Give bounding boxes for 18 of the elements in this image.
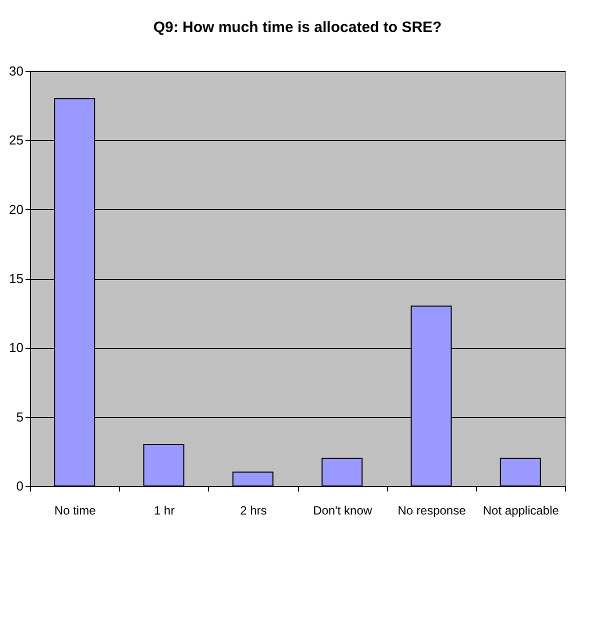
bar [143, 444, 184, 486]
x-tick-label: 1 hr [154, 504, 175, 518]
chart-title: Q9: How much time is allocated to SRE? [153, 19, 442, 36]
y-tick-label: 5 [16, 409, 24, 424]
x-tick-label: Not applicable [482, 504, 560, 518]
y-tick-label: 25 [9, 132, 24, 148]
y-tick-label: 20 [9, 202, 24, 217]
y-tick-label: 0 [16, 478, 24, 494]
x-tick-label: No response [398, 504, 466, 518]
bar [322, 458, 363, 486]
x-tick-label: Don't know [313, 504, 372, 518]
bar [500, 458, 541, 486]
y-tick-label: 15 [9, 271, 24, 286]
x-tick-label: No time [54, 504, 96, 518]
bar [232, 472, 274, 486]
y-tick-label: 10 [9, 340, 24, 356]
y-tick-label: 30 [9, 64, 24, 78]
x-tick-label: 2 hrs [240, 504, 267, 518]
